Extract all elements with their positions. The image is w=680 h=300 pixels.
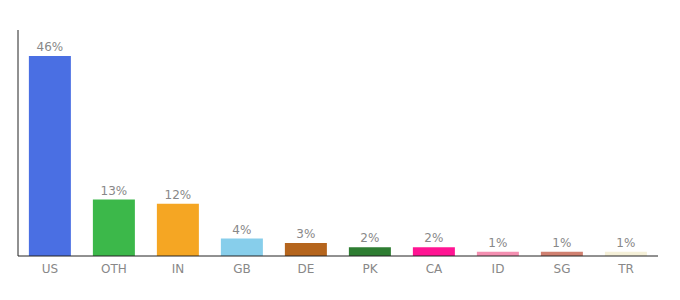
svg-text:SG: SG <box>554 262 571 276</box>
svg-text:US: US <box>42 262 58 276</box>
svg-text:OTH: OTH <box>101 262 127 276</box>
svg-text:DE: DE <box>298 262 315 276</box>
svg-text:CA: CA <box>426 262 443 276</box>
svg-text:2%: 2% <box>424 231 443 245</box>
svg-text:1%: 1% <box>488 236 507 250</box>
svg-text:12%: 12% <box>165 188 192 202</box>
svg-text:1%: 1% <box>616 236 635 250</box>
svg-text:IN: IN <box>172 262 185 276</box>
svg-text:3%: 3% <box>296 227 315 241</box>
svg-text:GB: GB <box>233 262 251 276</box>
svg-text:4%: 4% <box>232 223 251 237</box>
svg-text:13%: 13% <box>101 184 128 198</box>
svg-text:1%: 1% <box>552 236 571 250</box>
svg-text:2%: 2% <box>360 231 379 245</box>
svg-text:PK: PK <box>362 262 378 276</box>
svg-text:ID: ID <box>492 262 505 276</box>
svg-text:TR: TR <box>617 262 634 276</box>
svg-text:46%: 46% <box>37 40 64 54</box>
